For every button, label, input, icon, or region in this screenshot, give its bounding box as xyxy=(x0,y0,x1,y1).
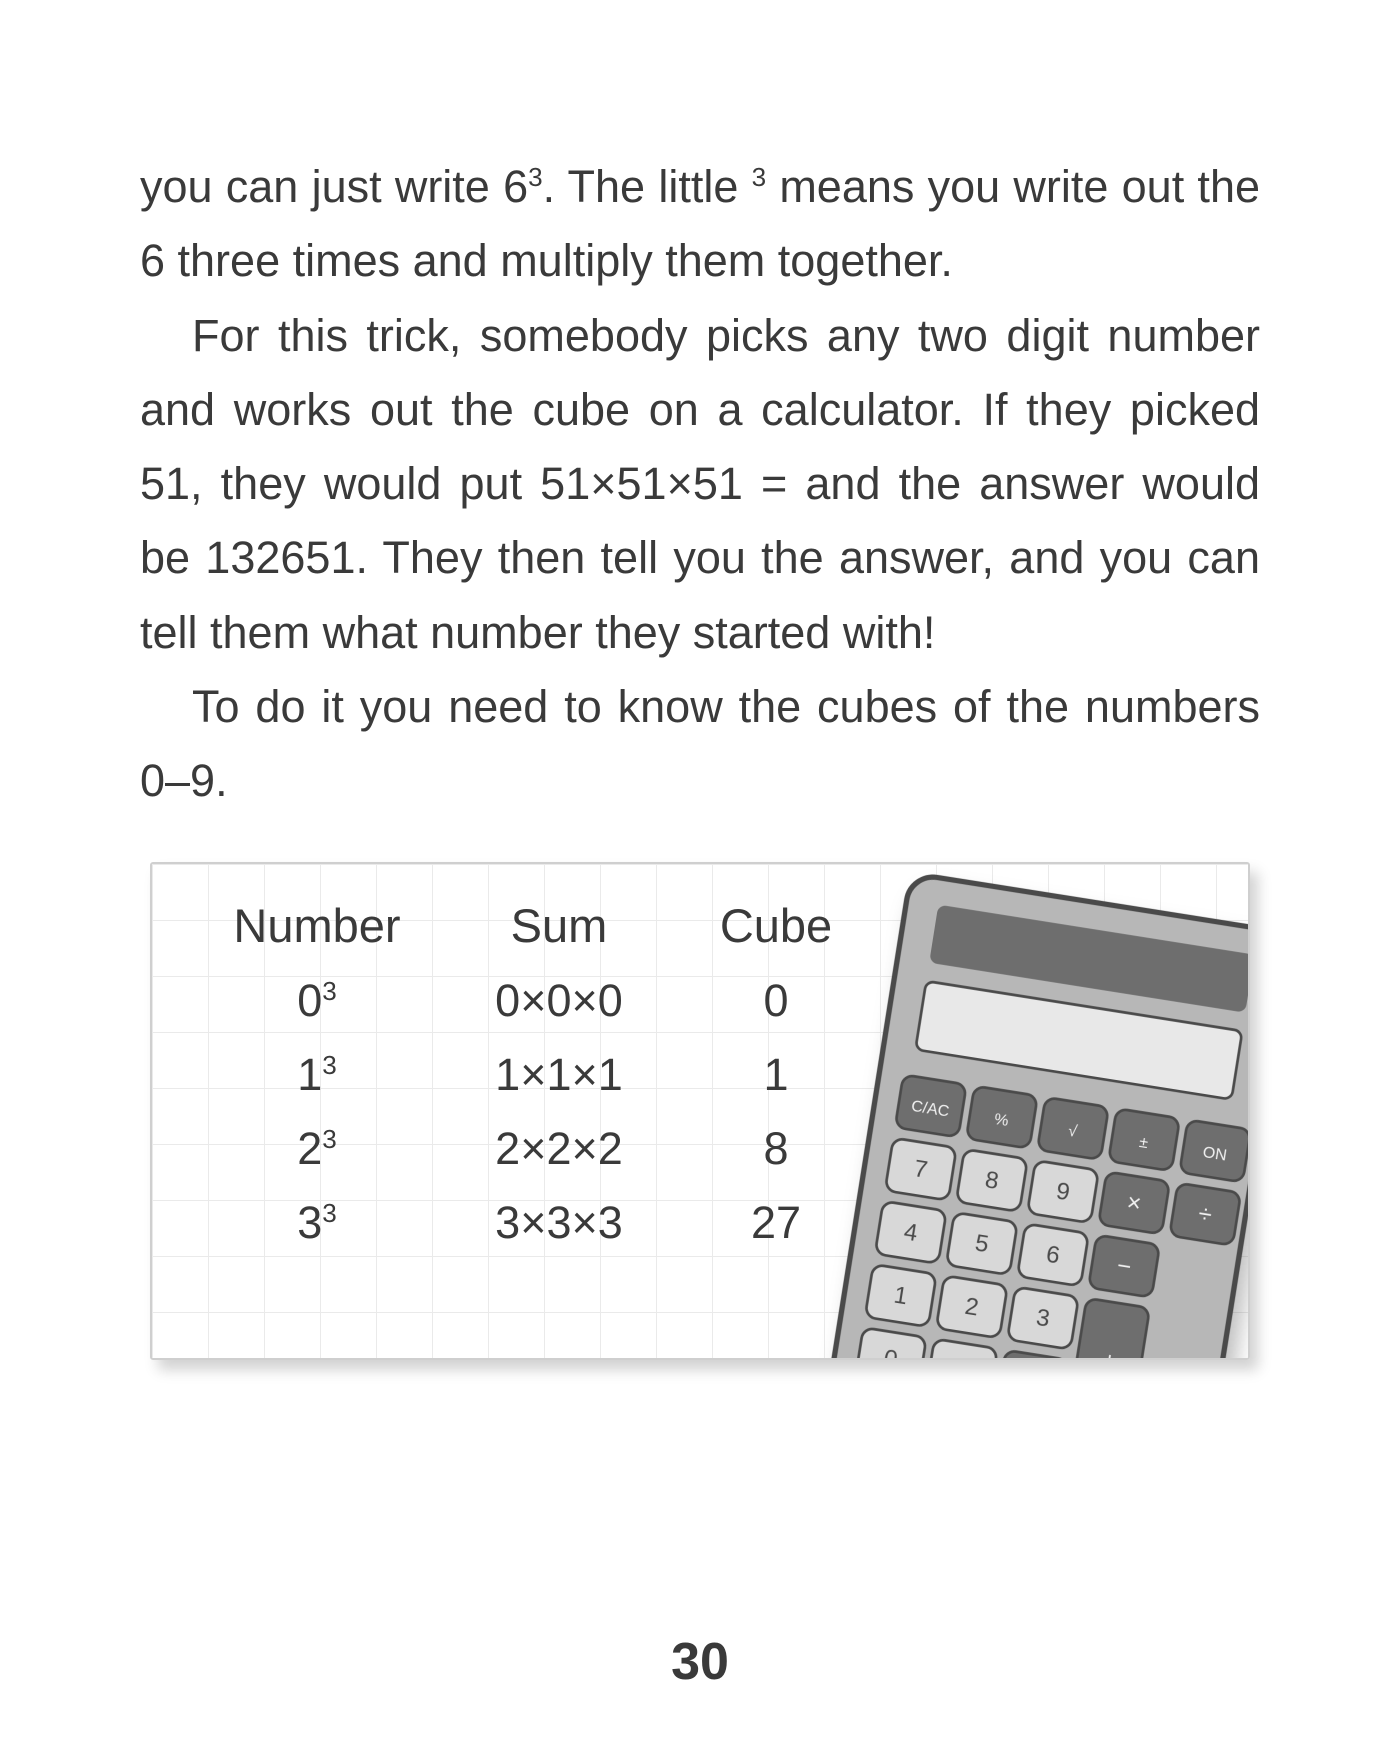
th-sum: Sum xyxy=(434,888,684,963)
th-number: Number xyxy=(202,888,432,963)
cell-sum: 0×0×0 xyxy=(434,965,684,1037)
calc-key-label: + xyxy=(1100,1347,1118,1360)
cell-number: 03 xyxy=(202,965,432,1037)
exp: 3 xyxy=(322,976,337,1006)
base: 1 xyxy=(297,1049,322,1100)
cell-cube: 1 xyxy=(686,1039,866,1111)
p1-sup-2: 3 xyxy=(752,162,767,192)
table-row: 03 0×0×0 0 xyxy=(202,965,866,1037)
calc-key-label: % xyxy=(993,1111,1010,1130)
p1-sup-1: 3 xyxy=(528,162,543,192)
cell-cube: 8 xyxy=(686,1113,866,1185)
cell-number: 23 xyxy=(202,1113,432,1185)
cubes-table-panel: Number Sum Cube 03 0×0×0 0 13 1×1×1 1 23 xyxy=(150,862,1250,1360)
exp: 3 xyxy=(322,1198,337,1228)
cell-number: 13 xyxy=(202,1039,432,1111)
paragraph-2: For this trick, somebody picks any two d… xyxy=(140,299,1260,670)
table-row: 23 2×2×2 8 xyxy=(202,1113,866,1185)
base: 0 xyxy=(297,975,322,1026)
cell-sum: 1×1×1 xyxy=(434,1039,684,1111)
exp: 3 xyxy=(322,1050,337,1080)
paragraph-1: you can just write 63. The little 3 mean… xyxy=(140,150,1260,299)
cubes-table: Number Sum Cube 03 0×0×0 0 13 1×1×1 1 23 xyxy=(200,886,868,1261)
p1-text-b: . The little xyxy=(543,161,752,212)
cell-cube: 0 xyxy=(686,965,866,1037)
cell-number: 33 xyxy=(202,1187,432,1259)
cell-sum: 3×3×3 xyxy=(434,1187,684,1259)
paragraph-3: To do it you need to know the cubes of t… xyxy=(140,670,1260,819)
p1-text-a: you can just write 6 xyxy=(140,161,528,212)
page-number: 30 xyxy=(0,1632,1400,1692)
base: 2 xyxy=(297,1123,322,1174)
table-row: 13 1×1×1 1 xyxy=(202,1039,866,1111)
exp: 3 xyxy=(322,1124,337,1154)
table-header-row: Number Sum Cube xyxy=(202,888,866,963)
th-cube: Cube xyxy=(686,888,866,963)
page-content: you can just write 63. The little 3 mean… xyxy=(0,0,1400,1360)
cell-sum: 2×2×2 xyxy=(434,1113,684,1185)
table-row: 33 3×3×3 27 xyxy=(202,1187,866,1259)
base: 3 xyxy=(297,1197,322,1248)
